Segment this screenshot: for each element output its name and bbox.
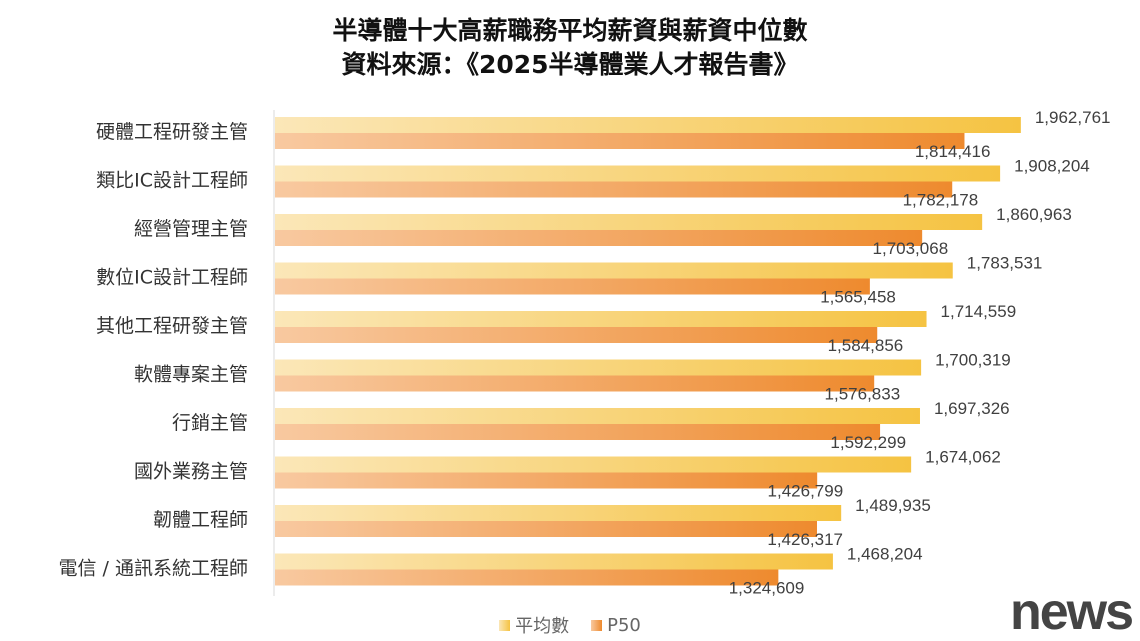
bar-p50 bbox=[275, 230, 923, 246]
data-label-p50: 1,324,609 bbox=[729, 579, 805, 598]
category-labels: 硬體工程研發主管類比IC設計工程師經營管理主管數位IC設計工程師其他工程研發主管… bbox=[59, 121, 248, 580]
category-label: 經營管理主管 bbox=[134, 218, 248, 240]
category-label: 軟體專案主管 bbox=[134, 364, 248, 386]
bar-p50 bbox=[275, 375, 875, 392]
bar-p50 bbox=[275, 424, 881, 440]
legend-swatch-average bbox=[499, 619, 511, 631]
bar-average bbox=[275, 553, 833, 570]
bar-average bbox=[275, 408, 920, 424]
bar-average bbox=[275, 262, 953, 279]
bar-average bbox=[275, 214, 983, 230]
data-label-p50: 1,426,799 bbox=[768, 482, 844, 501]
bar-p50 bbox=[275, 278, 870, 295]
bar-average bbox=[275, 505, 842, 521]
data-label-p50: 1,576,833 bbox=[825, 385, 901, 404]
data-label-average: 1,860,963 bbox=[996, 205, 1072, 224]
data-label-average: 1,700,319 bbox=[935, 351, 1011, 370]
bar-average bbox=[275, 311, 927, 327]
category-label: 電信 / 通訊系統工程師 bbox=[59, 558, 248, 580]
data-label-p50: 1,584,856 bbox=[828, 336, 904, 355]
data-label-p50: 1,814,416 bbox=[915, 142, 991, 161]
data-label-p50: 1,565,458 bbox=[820, 288, 896, 307]
data-label-average: 1,783,531 bbox=[967, 254, 1043, 273]
category-label: 其他工程研發主管 bbox=[96, 315, 248, 337]
data-label-average: 1,674,062 bbox=[925, 448, 1001, 467]
chart-subtitle: 資料來源：《2025半導體業人才報告書》 bbox=[341, 50, 799, 79]
data-label-p50: 1,703,068 bbox=[873, 239, 949, 258]
bars bbox=[275, 117, 1021, 586]
category-label: 國外業務主管 bbox=[134, 461, 248, 483]
data-label-average: 1,468,204 bbox=[847, 545, 923, 564]
category-label: 硬體工程研發主管 bbox=[96, 121, 248, 143]
legend: 平均數 P50 bbox=[0, 612, 1140, 638]
category-label: 類比IC設計工程師 bbox=[96, 170, 248, 192]
category-label: 數位IC設計工程師 bbox=[96, 267, 248, 289]
bar-average bbox=[275, 117, 1021, 133]
bar-average bbox=[275, 359, 922, 376]
bar-p50 bbox=[275, 569, 779, 586]
bar-p50 bbox=[275, 327, 878, 343]
bar-p50 bbox=[275, 181, 953, 198]
chart-title-block: 半導體十大高薪職務平均薪資與薪資中位數 資料來源：《2025半導體業人才報告書》 bbox=[0, 14, 1140, 82]
data-label-p50: 1,782,178 bbox=[903, 191, 979, 210]
bar-p50 bbox=[275, 472, 818, 489]
bar-p50 bbox=[275, 133, 965, 149]
data-label-average: 1,714,559 bbox=[941, 302, 1017, 321]
data-label-p50: 1,592,299 bbox=[830, 433, 906, 452]
legend-item-p50: P50 bbox=[591, 612, 641, 638]
data-label-average: 1,908,204 bbox=[1014, 157, 1090, 176]
news-watermark-logo: news bbox=[1009, 583, 1134, 641]
value-labels: 1,962,761 1,814,416 1,908,204 1,782,178 1,86… bbox=[729, 108, 1111, 598]
data-label-p50: 1,426,317 bbox=[767, 530, 843, 549]
legend-item-average: 平均數 bbox=[499, 612, 569, 638]
category-label: 行銷主管 bbox=[172, 412, 248, 434]
bar-average bbox=[275, 165, 1001, 182]
data-label-average: 1,962,761 bbox=[1035, 108, 1111, 127]
legend-label-p50: P50 bbox=[607, 614, 641, 636]
data-label-average: 1,489,935 bbox=[855, 496, 931, 515]
chart-title: 半導體十大高薪職務平均薪資與薪資中位數 bbox=[332, 16, 808, 45]
bar-p50 bbox=[275, 521, 818, 537]
legend-swatch-p50 bbox=[591, 619, 603, 631]
bar-average bbox=[275, 456, 912, 473]
category-label: 韌體工程師 bbox=[153, 509, 248, 531]
data-label-average: 1,697,326 bbox=[934, 399, 1010, 418]
legend-label-average: 平均數 bbox=[515, 616, 570, 637]
